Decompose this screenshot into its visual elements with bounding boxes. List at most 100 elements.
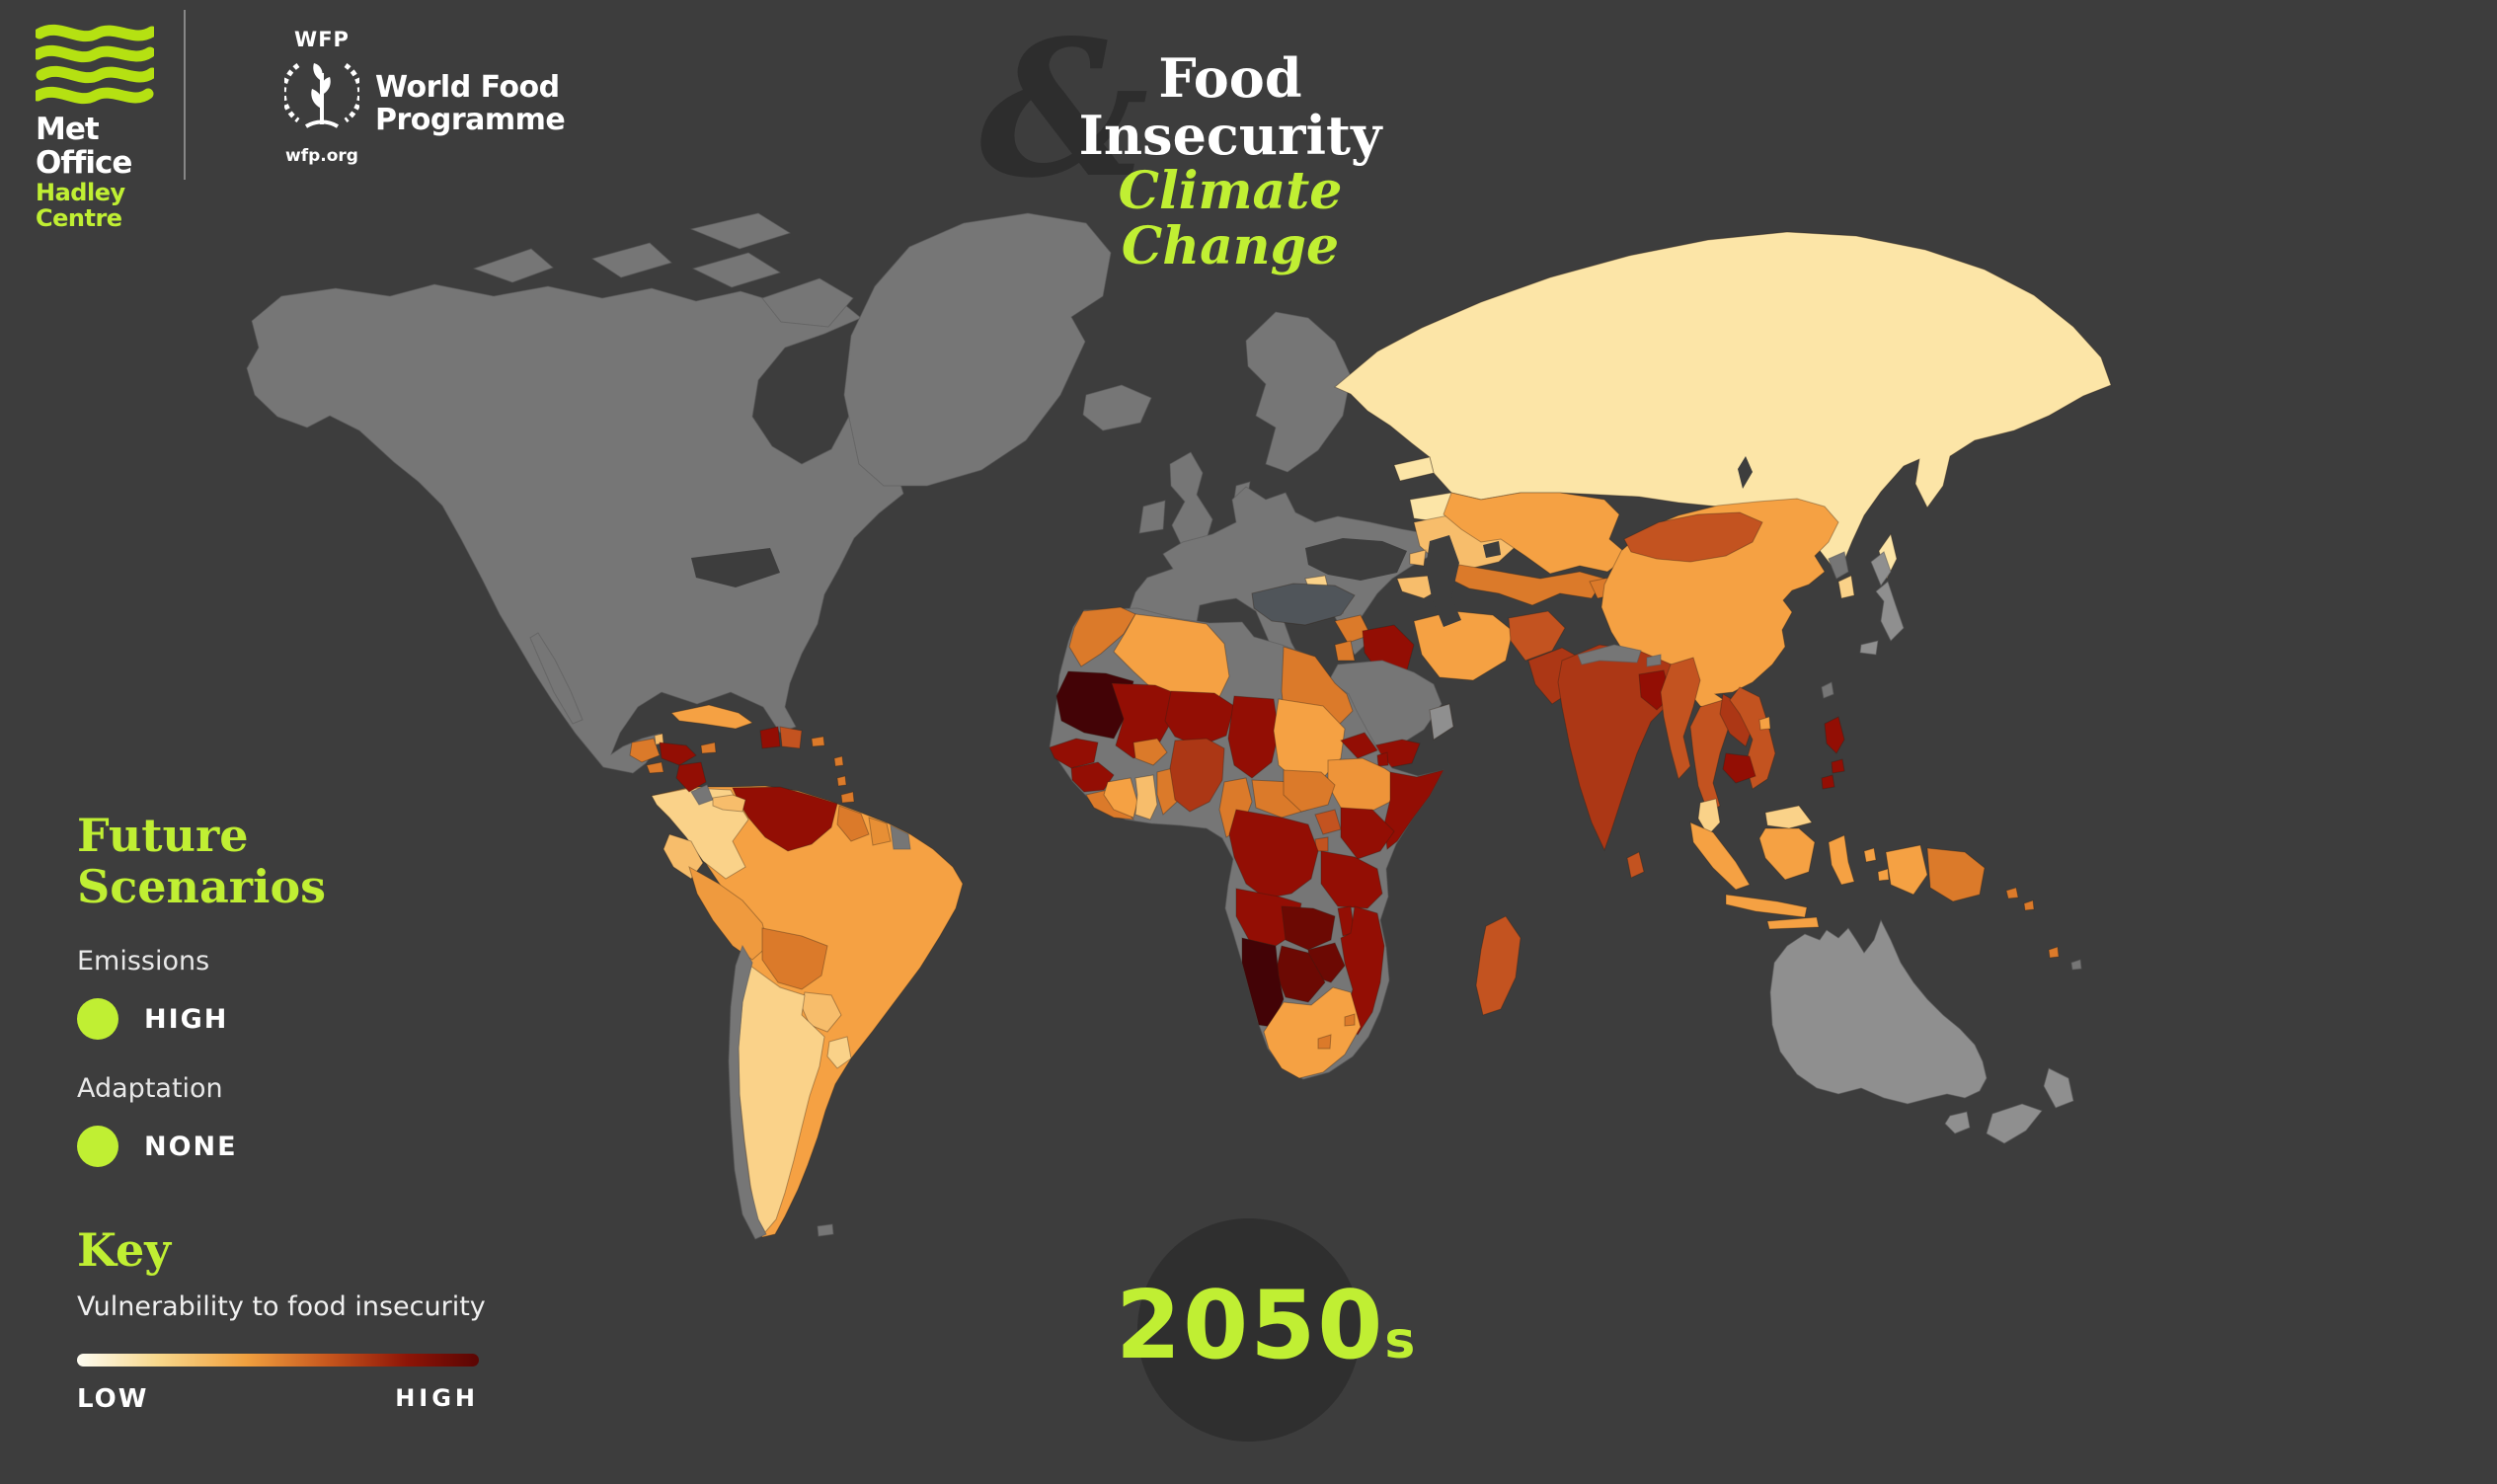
adaptation-dot-icon[interactable]	[77, 1126, 118, 1167]
country-philippines[interactable]	[1821, 716, 1845, 790]
country-iceland[interactable]	[1082, 384, 1152, 431]
country-zambia[interactable]	[1281, 905, 1336, 951]
country-australia[interactable]	[1769, 918, 1988, 1105]
country-venezuela[interactable]	[732, 786, 838, 852]
country-kazakhstan[interactable]	[1443, 492, 1630, 575]
country-greenland[interactable]	[843, 212, 1112, 487]
emissions-selector[interactable]: HIGH	[77, 998, 432, 1040]
region-fiji[interactable]	[2070, 959, 2082, 971]
region-trinidad[interactable]	[840, 791, 855, 804]
country-bhutan[interactable]	[1646, 654, 1662, 667]
region-scandinavia[interactable]	[1245, 311, 1352, 473]
region-hainan[interactable]	[1758, 716, 1771, 731]
country-guatemala[interactable]	[629, 738, 661, 763]
decade-circle[interactable]	[1137, 1218, 1361, 1442]
country-south-korea[interactable]	[1837, 575, 1855, 599]
adaptation-selector[interactable]: NONE	[77, 1126, 432, 1167]
country-tanzania[interactable]	[1320, 850, 1383, 909]
country-niger[interactable]	[1164, 690, 1235, 747]
country-cambodia[interactable]	[1722, 752, 1756, 784]
country-cuba[interactable]	[669, 704, 754, 730]
region-baltics[interactable]	[1393, 456, 1435, 482]
country-madagascar[interactable]	[1475, 915, 1522, 1016]
region-jordan-israel[interactable]	[1334, 640, 1356, 662]
region-baja-california[interactable]	[529, 632, 584, 725]
country-north-korea[interactable]	[1828, 551, 1849, 580]
region-puerto-rico[interactable]	[811, 736, 825, 747]
country-guinea[interactable]	[1070, 761, 1115, 793]
country-ireland[interactable]	[1138, 500, 1166, 534]
country-panama[interactable]	[712, 794, 746, 813]
country-honduras[interactable]	[659, 742, 697, 766]
country-ghana[interactable]	[1134, 774, 1158, 820]
region-sulawesi[interactable]	[1828, 834, 1855, 886]
country-colombia[interactable]	[651, 787, 749, 880]
country-turkey[interactable]	[1251, 583, 1356, 626]
country-chad[interactable]	[1227, 695, 1280, 779]
country-uk[interactable]	[1169, 451, 1213, 547]
country-oman[interactable]	[1429, 703, 1454, 741]
country-jamaica[interactable]	[700, 742, 717, 754]
country-moldova[interactable]	[1409, 549, 1427, 567]
country-afghanistan[interactable]	[1508, 610, 1566, 662]
country-sri-lanka[interactable]	[1626, 851, 1645, 879]
country-south-africa[interactable]	[1263, 986, 1362, 1079]
country-malaysia[interactable]	[1697, 798, 1721, 836]
region-french-guiana[interactable]	[890, 824, 911, 850]
region-taiwan[interactable]	[1821, 681, 1834, 699]
country-eritrea[interactable]	[1340, 732, 1378, 759]
country-lesotho[interactable]	[1317, 1034, 1332, 1050]
region-borneo[interactable]	[1758, 827, 1816, 881]
country-vietnam[interactable]	[1729, 686, 1776, 790]
country-cote-divoire[interactable]	[1103, 777, 1138, 819]
region-lesser-sunda[interactable]	[1766, 916, 1820, 930]
adaptation-value[interactable]: NONE	[144, 1131, 238, 1162]
country-dominican-republic[interactable]	[779, 726, 803, 749]
decade-year[interactable]: 2050	[1116, 1272, 1385, 1380]
decade-label[interactable]: 2050s	[1116, 1272, 1416, 1380]
country-peru[interactable]	[688, 865, 769, 961]
country-swaziland[interactable]	[1344, 1013, 1356, 1027]
country-myanmar[interactable]	[1660, 657, 1701, 781]
country-burkina-faso[interactable]	[1132, 738, 1168, 766]
country-suriname[interactable]	[868, 817, 892, 846]
country-north-america[interactable]	[246, 283, 914, 774]
emissions-value[interactable]: HIGH	[144, 1003, 229, 1035]
region-moluccas[interactable]	[1863, 847, 1890, 882]
region-falklands[interactable]	[817, 1223, 834, 1237]
country-djibouti[interactable]	[1376, 751, 1389, 767]
country-iran[interactable]	[1413, 610, 1514, 681]
country-haiti[interactable]	[759, 726, 781, 749]
country-el-salvador[interactable]	[646, 761, 664, 774]
country-nepal[interactable]	[1577, 644, 1642, 665]
region-tasmania[interactable]	[1944, 1111, 1971, 1134]
country-nicaragua[interactable]	[675, 761, 707, 793]
country-morocco[interactable]	[1068, 606, 1136, 667]
country-ecuador[interactable]	[663, 833, 704, 880]
country-chile[interactable]	[728, 944, 767, 1240]
region-borneo-north[interactable]	[1764, 805, 1813, 829]
region-solomon-islands[interactable]	[2005, 887, 2035, 911]
emissions-dot-icon[interactable]	[77, 998, 118, 1040]
region-senegal-gambia[interactable]	[1049, 738, 1099, 769]
decade-suffix[interactable]: s	[1384, 1311, 1416, 1370]
region-arctic-islands[interactable]	[472, 212, 854, 328]
region-sumatra[interactable]	[1689, 821, 1751, 891]
country-south-sudan[interactable]	[1283, 769, 1336, 813]
country-papua-new-guinea[interactable]	[1926, 847, 1986, 902]
region-uzbekistan-turkmenistan[interactable]	[1448, 564, 1605, 606]
country-bolivia[interactable]	[761, 927, 828, 990]
region-vanuatu[interactable]	[2048, 946, 2060, 959]
country-somalia[interactable]	[1383, 769, 1444, 850]
country-kenya[interactable]	[1340, 807, 1395, 860]
region-java[interactable]	[1725, 894, 1808, 918]
country-japan[interactable]	[1859, 551, 1905, 656]
country-new-zealand[interactable]	[1986, 1067, 2074, 1144]
country-uruguay[interactable]	[826, 1036, 852, 1069]
country-drc[interactable]	[1228, 809, 1319, 899]
country-nigeria[interactable]	[1169, 738, 1225, 813]
country-guyana[interactable]	[836, 805, 870, 842]
region-lesser-antilles[interactable]	[833, 755, 847, 787]
region-west-papua[interactable]	[1885, 844, 1928, 896]
country-mongolia[interactable]	[1623, 511, 1763, 563]
